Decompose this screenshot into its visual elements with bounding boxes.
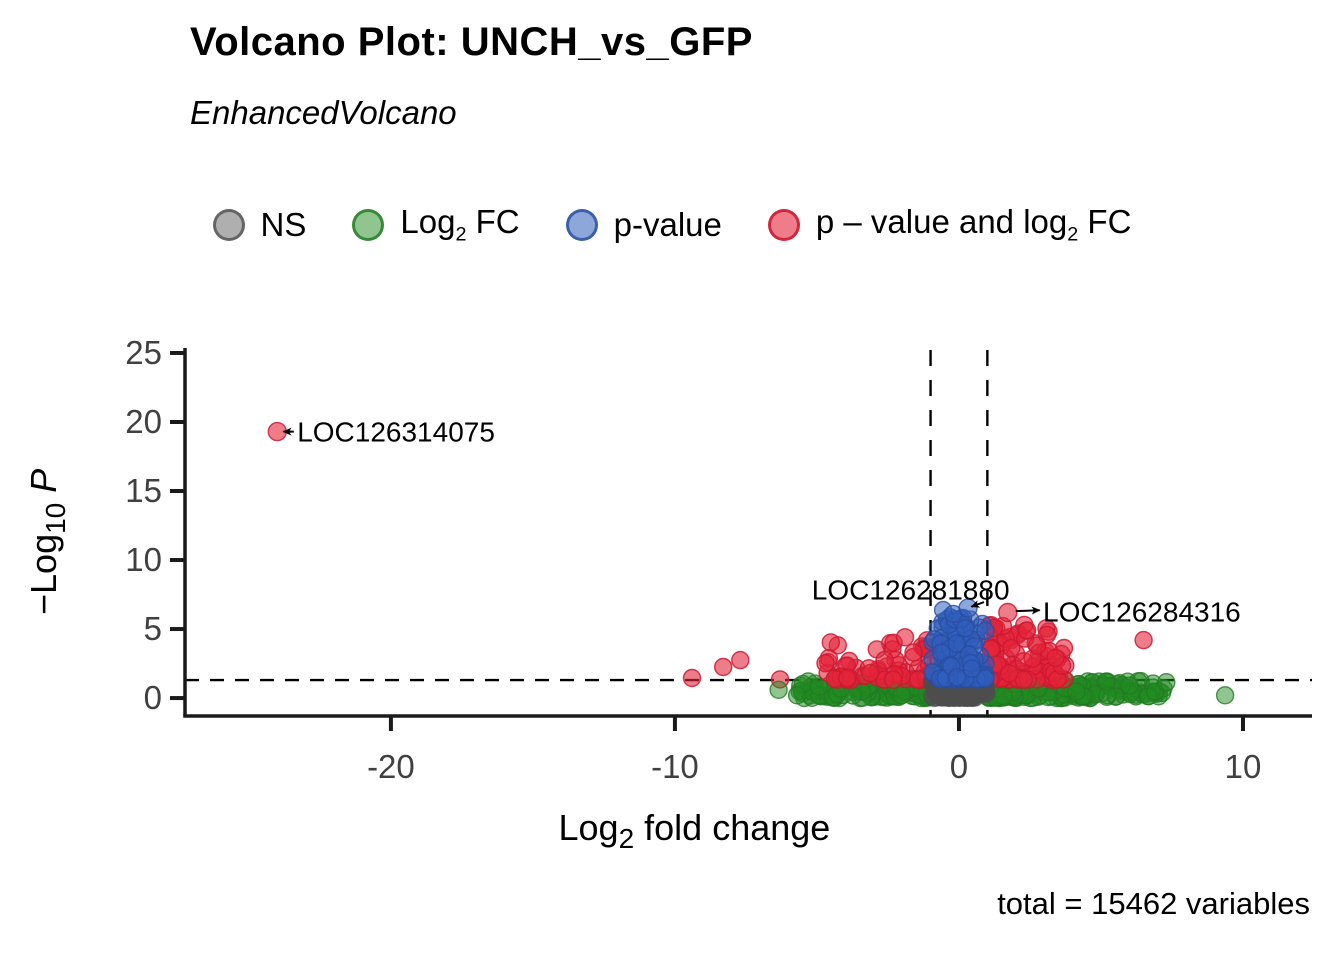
scatter-point-fc: [809, 677, 829, 696]
legend-marker-fc: [352, 208, 385, 241]
x-tick-label: -20: [367, 748, 415, 785]
scatter-point-fc: [892, 686, 911, 705]
scatter-point-both: [895, 628, 915, 647]
y-tick-label: 5: [144, 610, 162, 647]
scatter-point-both: [908, 670, 928, 689]
gene-label: LOC126284316: [1043, 596, 1241, 627]
y-tick-label: 10: [125, 541, 162, 578]
legend-label-ns: NS: [261, 206, 307, 244]
legend-label-text: FC: [466, 203, 520, 240]
legend-label-sub: 2: [1067, 223, 1079, 246]
y-tick-label: 15: [125, 472, 162, 509]
scatter-point-both: [1017, 621, 1037, 640]
scatter-point-both: [1134, 630, 1153, 650]
legend-label-text: FC: [1078, 203, 1132, 240]
gene-label: LOC126281880: [812, 575, 1010, 606]
legend-item-both: p – value and log2 FC: [767, 203, 1132, 247]
scatter-point-both: [998, 602, 1018, 623]
x-axis-title-sub: 2: [619, 823, 635, 854]
scatter-point-both: [1046, 648, 1065, 668]
figure-caption: total = 15462 variables: [997, 886, 1310, 921]
label-arrow: [1015, 606, 1041, 615]
scatter-point-fc: [1157, 673, 1176, 692]
scatter-point-both: [821, 633, 840, 652]
x-axis-title-post: fold change: [634, 807, 830, 848]
scatter-point-p: [947, 668, 967, 687]
legend-marker-p: [565, 208, 598, 241]
scatter-point-p: [976, 669, 995, 688]
y-tick-label: 0: [144, 679, 162, 716]
legend-marker-ns: [212, 208, 245, 241]
legend: NS Log2 FC p-value p – value and log2 FC: [0, 203, 1344, 247]
legend-label-text: NS: [260, 205, 307, 243]
scatter-point-p: [932, 643, 951, 662]
scatter-point-fc: [769, 680, 788, 699]
legend-marker-both: [767, 208, 800, 241]
legend-label-sub: 2: [455, 223, 467, 246]
legend-label-text: Log: [400, 203, 456, 240]
label-arrow: [970, 600, 985, 608]
scatter-point-fc: [994, 686, 1013, 706]
figure-title: Volcano Plot: UNCH_vs_GFP: [190, 20, 753, 64]
scatter-point-both: [1027, 636, 1047, 655]
y-tick-label: 20: [125, 403, 162, 440]
legend-item-p: p-value: [565, 206, 722, 244]
scatter-point-fc: [1120, 676, 1139, 695]
scatter-point-fc: [787, 686, 807, 705]
scatter-point-p: [962, 659, 982, 678]
x-tick-label: 0: [950, 748, 968, 785]
scatter-point-both: [1002, 638, 1021, 658]
scatter-point-both: [884, 670, 903, 689]
scatter-point-both: [861, 663, 880, 683]
legend-item-ns: NS: [212, 206, 307, 244]
y-axis-title: −Log10 P: [23, 469, 71, 615]
legend-label-p: p-value: [614, 206, 722, 244]
scatter-point-fc: [1215, 686, 1235, 705]
y-axis-title-italic: P: [23, 469, 64, 503]
y-axis-title-sub: 10: [40, 503, 71, 534]
gene-label: LOC126314075: [297, 417, 495, 448]
scatter-point-p: [956, 619, 975, 638]
scatter-point-both: [816, 654, 835, 673]
scatter-point-both: [731, 650, 750, 670]
scatter-point-both: [714, 657, 733, 677]
scatter-point-both: [838, 668, 857, 687]
scatter-point-both: [875, 650, 894, 670]
figure-subtitle: EnhancedVolcano: [190, 94, 457, 131]
legend-label-fc: Log2 FC: [400, 203, 519, 247]
x-axis-title: Log2 fold change: [559, 807, 831, 854]
x-tick-label: -10: [651, 748, 699, 785]
scatter-point-both: [682, 668, 702, 688]
legend-label-text: p – value and log: [815, 203, 1068, 240]
scatter-point-p: [947, 634, 966, 653]
legend-label-text: p-value: [613, 205, 722, 243]
scatter-point-ns: [963, 688, 982, 708]
scatter-point-p: [976, 621, 995, 641]
x-tick-label: 10: [1225, 748, 1262, 785]
scatter-point-fc: [1067, 682, 1086, 701]
legend-item-fc: Log2 FC: [352, 203, 520, 247]
y-tick-label: 25: [125, 334, 162, 371]
scatter-point-both: [1000, 664, 1019, 683]
legend-label-both: p – value and log2 FC: [816, 203, 1132, 247]
scatter-point-both: [904, 643, 923, 662]
scatter-point-fc: [1097, 672, 1116, 691]
